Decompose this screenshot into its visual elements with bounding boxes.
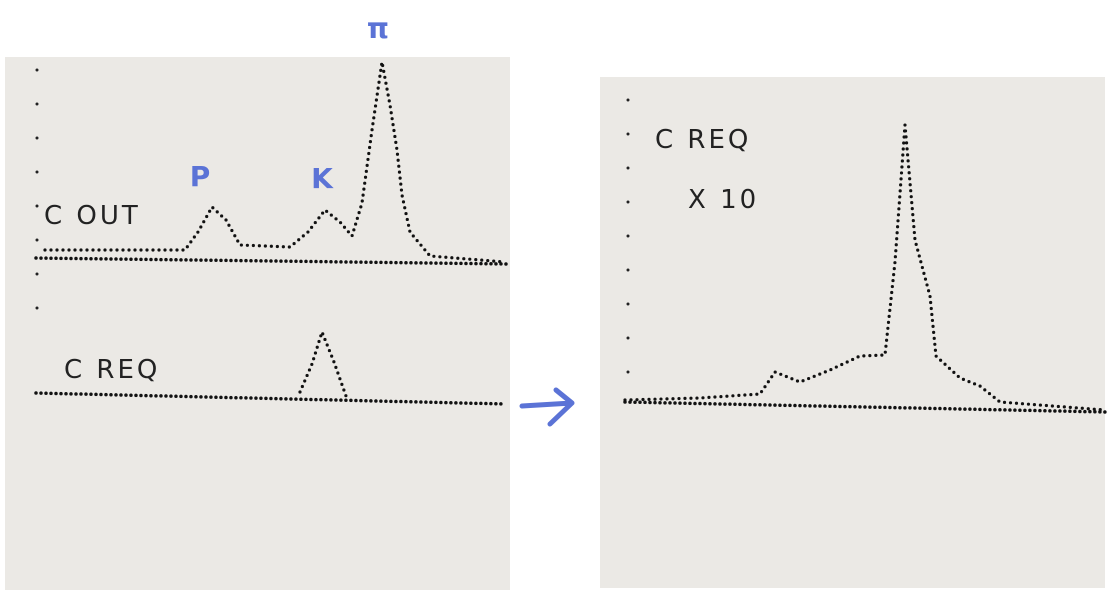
left-panel — [5, 57, 510, 590]
marker-p: P — [190, 160, 211, 193]
marker-pi: π — [367, 12, 389, 45]
scope-photo: π P K C OUT C REQ C REQ X 10 — [0, 0, 1107, 591]
marker-k: K — [311, 162, 334, 195]
label-out: C OUT — [44, 201, 141, 231]
label-scale: X 10 — [688, 185, 759, 215]
label-req: C REQ — [655, 125, 751, 155]
label-req: C REQ — [64, 355, 160, 385]
